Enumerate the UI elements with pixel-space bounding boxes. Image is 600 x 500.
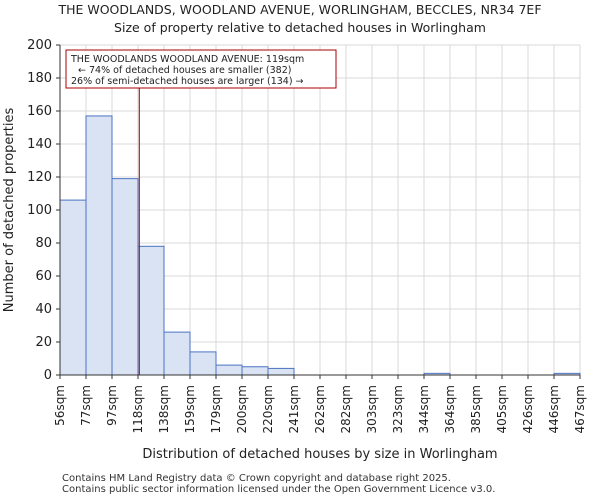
y-tick-label: 140 bbox=[27, 137, 52, 152]
bar bbox=[163, 331, 191, 376]
bar bbox=[189, 351, 217, 376]
bar bbox=[85, 115, 113, 376]
chart-title: THE WOODLANDS, WOODLAND AVENUE, WORLINGH… bbox=[58, 2, 542, 17]
x-tick-label: 467sqm bbox=[573, 385, 587, 433]
x-tick-label: 118sqm bbox=[131, 385, 145, 433]
x-tick-label: 241sqm bbox=[287, 385, 301, 433]
x-tick-label: 426sqm bbox=[521, 385, 535, 433]
x-tick-label: 344sqm bbox=[417, 385, 431, 433]
bar bbox=[111, 178, 139, 376]
y-tick-label: 180 bbox=[27, 71, 52, 86]
x-tick-label: 303sqm bbox=[365, 385, 379, 433]
annotation-line-1: THE WOODLANDS WOODLAND AVENUE: 119sqm bbox=[70, 54, 304, 65]
y-tick-label: 100 bbox=[27, 203, 52, 218]
y-tick-label: 80 bbox=[35, 236, 52, 251]
footer-line-1: Contains HM Land Registry data © Crown c… bbox=[62, 473, 451, 484]
x-tick-label: 159sqm bbox=[183, 385, 197, 433]
y-tick-label: 20 bbox=[35, 335, 52, 350]
x-tick-label: 446sqm bbox=[547, 385, 561, 433]
x-tick-label: 179sqm bbox=[209, 385, 223, 433]
bar bbox=[215, 364, 243, 376]
y-tick-label: 40 bbox=[35, 302, 52, 317]
x-tick-label: 220sqm bbox=[261, 385, 275, 433]
x-tick-label: 138sqm bbox=[157, 385, 171, 433]
x-tick-label: 56sqm bbox=[53, 385, 67, 426]
y-axis-label: Number of detached properties bbox=[2, 108, 17, 313]
annotation-box: THE WOODLANDS WOODLAND AVENUE: 119sqm ← … bbox=[65, 49, 337, 89]
x-tick-label: 77sqm bbox=[79, 385, 93, 426]
y-tick-label: 0 bbox=[44, 368, 52, 383]
x-axis-label: Distribution of detached houses by size … bbox=[142, 447, 497, 462]
y-tick-label: 200 bbox=[27, 38, 52, 53]
x-tick-label: 364sqm bbox=[443, 385, 457, 433]
annotation-line-3: 26% of semi-detached houses are larger (… bbox=[71, 76, 304, 87]
y-tick-label: 120 bbox=[27, 170, 52, 185]
x-tick-label: 282sqm bbox=[339, 385, 353, 433]
x-tick-label: 97sqm bbox=[105, 385, 119, 426]
bar bbox=[241, 366, 269, 376]
x-tick-label: 262sqm bbox=[313, 385, 327, 433]
footer-line-2: Contains public sector information licen… bbox=[62, 484, 496, 495]
y-tick-label: 60 bbox=[35, 269, 52, 284]
chart-subtitle: Size of property relative to detached ho… bbox=[114, 20, 486, 35]
x-tick-label: 405sqm bbox=[495, 385, 509, 433]
x-tick-label: 323sqm bbox=[391, 385, 405, 433]
chart-area: 0 20 40 60 80 100 120 140 160 180 200 56sqm 77sqm 97… bbox=[2, 38, 587, 462]
annotation-line-2: ← 74% of detached houses are smaller (38… bbox=[78, 65, 291, 76]
y-tick-label: 160 bbox=[27, 104, 52, 119]
bar bbox=[59, 199, 87, 376]
x-tick-label: 200sqm bbox=[235, 385, 249, 433]
bar bbox=[267, 367, 295, 376]
bar bbox=[137, 245, 165, 376]
x-tick-label: 385sqm bbox=[469, 385, 483, 433]
